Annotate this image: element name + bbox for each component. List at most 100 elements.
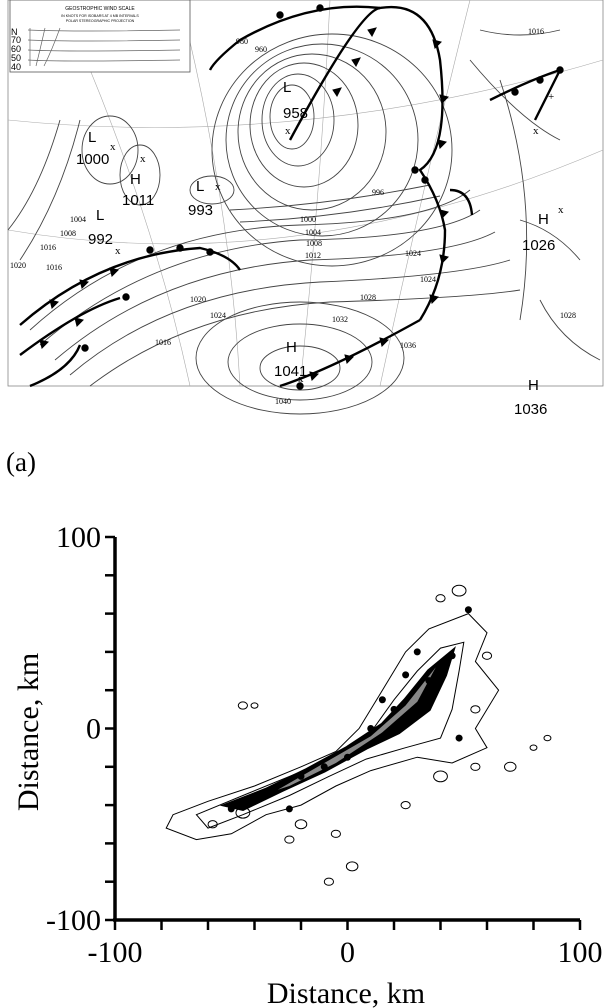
svg-text:x: x	[533, 125, 539, 137]
wind-scale-lat-50: 50	[11, 53, 21, 63]
contour-cell-core	[297, 772, 305, 780]
weather-map: GEOSTROPHIC WIND SCALE IN KNOTS FOR ISOB…	[7, 0, 604, 418]
center-value: 1041	[274, 363, 307, 380]
center-type: L	[88, 129, 96, 146]
wind-scale-lat-40: 40	[11, 62, 21, 72]
center-type: L	[283, 79, 291, 96]
isobar-label: 1016	[528, 27, 544, 36]
contour-cell	[235, 806, 251, 819]
contour-cell-core	[378, 696, 386, 704]
contour-cell	[470, 705, 481, 714]
center-value: 1011	[122, 192, 154, 209]
x-tick-label: -100	[88, 936, 143, 969]
contour-cell-core	[448, 652, 456, 660]
center-value: 993	[188, 202, 213, 219]
isobar-label: 960	[255, 45, 267, 54]
contour-cell-core	[464, 606, 472, 614]
x-tick-label: 0	[340, 936, 355, 969]
contour-cell	[345, 861, 359, 872]
contour-cell-core	[455, 734, 463, 742]
y-tick-label: -100	[46, 904, 101, 937]
isobar-label: 1004	[70, 215, 86, 224]
contour-cell	[543, 734, 552, 742]
center-type: H	[286, 339, 297, 356]
isobar-label: 1032	[332, 315, 348, 324]
contour-cell	[207, 820, 218, 829]
svg-text:x: x	[140, 153, 146, 165]
isobars	[7, 29, 601, 415]
contour-cell	[284, 835, 295, 844]
center-value: 1036	[514, 401, 547, 418]
center-value: 1000	[76, 151, 109, 168]
panel-label: (a)	[6, 447, 36, 477]
wind-scale-lat-60: 60	[11, 44, 21, 54]
contour-cell-core	[367, 725, 375, 732]
contour-cell	[529, 744, 538, 751]
svg-text:x: x	[558, 204, 564, 216]
contour-blobs	[165, 584, 552, 886]
isobar-label: 1028	[360, 293, 376, 302]
center-type: H	[538, 211, 549, 228]
contour-cell-core	[227, 805, 235, 813]
isobar-label: 1020	[190, 295, 206, 304]
contour-line-outer	[165, 613, 500, 841]
x-axis-label: Distance, km	[267, 977, 425, 1008]
weather-fronts	[19, 4, 564, 390]
center-value: 1026	[522, 237, 555, 254]
isobar-label: 1040	[275, 397, 291, 406]
center-value: 992	[88, 231, 113, 248]
contour-cell	[481, 651, 493, 660]
center-markers: x x x x x x x x +	[110, 91, 564, 385]
svg-text:x: x	[298, 373, 304, 385]
contour-cell-core	[320, 763, 328, 771]
isobar-label: 1024	[420, 275, 436, 284]
isobar-label: 1008	[306, 239, 322, 248]
contour-cell	[237, 701, 248, 710]
contour-cell-core	[413, 648, 421, 656]
contour-cell-core	[425, 677, 433, 685]
contour-plot: -100 0 100 100 0 -100 Distance, km Distance, …	[12, 521, 603, 1008]
x-tick-label: 100	[558, 936, 603, 969]
svg-text:x: x	[285, 125, 291, 137]
contour-cell	[400, 801, 411, 810]
contour-core	[219, 646, 456, 812]
y-axis-label: Distance, km	[12, 653, 45, 811]
svg-text:x: x	[215, 181, 221, 193]
contour-cell-core	[262, 792, 270, 800]
center-value: 958	[283, 105, 308, 122]
plot-axes	[113, 537, 580, 922]
isobar-label: 1020	[10, 261, 26, 270]
wind-scale-line2: IN KNOTS FOR ISOBARS AT 4 MB INTERVALS	[61, 14, 139, 18]
center-type: L	[196, 178, 204, 195]
isobar-label: 1024	[405, 249, 421, 258]
contour-cell	[433, 770, 448, 783]
contour-cell	[504, 761, 517, 772]
contour-cell	[330, 829, 341, 838]
svg-text:x: x	[115, 245, 121, 257]
isobar-label: 1028	[560, 311, 576, 320]
pressure-centers: L 958 L 1000 H 1011 L 993 L 992 H 1026 H…	[76, 79, 555, 418]
isobar-label: 1004	[305, 228, 321, 237]
isobar-label: 1016	[155, 338, 171, 347]
svg-text:x: x	[110, 141, 116, 153]
isobar-label: 1012	[305, 251, 321, 260]
isobar-label: 1008	[60, 229, 76, 238]
wind-scale-lat-n: N	[11, 27, 18, 37]
isobar-label: 1016	[40, 243, 56, 252]
y-tick-label: 0	[86, 713, 101, 746]
plot-ticks: -100 0 100 100 0 -100	[46, 521, 603, 969]
contour-cell	[435, 594, 446, 603]
contour-cell	[470, 762, 481, 771]
contour-cell-core	[402, 671, 410, 679]
wind-scale-lat-70: 70	[11, 35, 21, 45]
isobar-label: 1016	[46, 263, 62, 272]
center-type: H	[130, 171, 141, 188]
contour-cell	[250, 702, 259, 709]
wind-scale-line3: POLAR STEREOGRAPHIC PROJECTION	[66, 19, 135, 23]
isobar-label: 1024	[210, 311, 226, 320]
isobar-label: 1036	[400, 341, 416, 350]
contour-cell	[294, 819, 308, 830]
isobar-label: 1000	[300, 215, 316, 224]
geostrophic-wind-scale: GEOSTROPHIC WIND SCALE IN KNOTS FOR ISOB…	[9, 0, 191, 73]
contour-cell-core	[390, 705, 398, 713]
